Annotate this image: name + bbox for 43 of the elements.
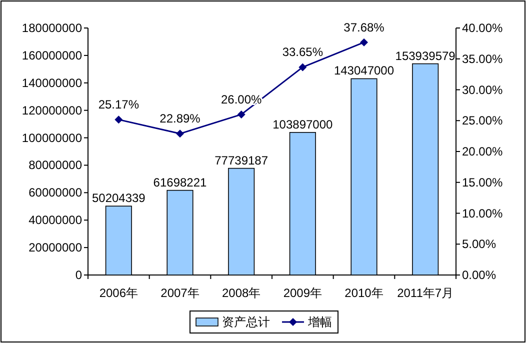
point [298,63,307,72]
data-label: 103897000 [272,117,334,132]
y2-tick-label: 30.00% [462,82,504,97]
data-label: 153939579 [395,48,456,63]
point [360,38,368,46]
x-tick-label: 2011年7月 [397,286,454,300]
data-label: 37.68% [344,20,385,34]
y2-tick-label: 0.00% [462,268,496,282]
x-tick-label: 2008年 [222,286,261,300]
y2-tick-label: 15.00% [462,175,504,190]
y2-tick-label: 35.00% [462,52,504,66]
data-label: 25.17% [98,98,140,112]
y2-tick-label: 5.00% [462,237,496,252]
y-tick-label: 80000000 [28,158,82,172]
data-label: 77739187 [214,153,268,168]
y2-tick-label: 10.00% [462,206,504,220]
point [176,130,184,138]
y-tick-label: 120000000 [22,103,82,118]
x-tick-label: 2006年 [99,286,138,300]
y-tick-label: 20000000 [28,240,82,255]
data-label: 22.89% [160,112,201,126]
y2-tick-label: 40.00% [462,21,504,35]
y-tick-label: 0 [75,268,82,282]
y2-tick-label: 25.00% [462,114,504,128]
x-tick-label: 2010年 [344,286,384,300]
legend-label: 增幅 [307,315,332,329]
y-tick-label: 180000000 [22,21,82,35]
legend-label: 资产总计 [222,315,270,329]
point [114,116,123,124]
data-label: 26.00% [220,92,262,106]
y-tick-label: 100000000 [22,130,82,145]
data-label: 61698221 [153,175,208,190]
x-tick-label: 2009年 [283,286,322,300]
y-tick-label: 160000000 [22,48,82,62]
data-label: 143047000 [334,64,394,78]
data-label: 33.65% [282,45,324,60]
data-label: 50204339 [92,191,146,206]
y-tick-label: 140000000 [22,76,82,90]
y2-tick-label: 20.00% [462,144,504,158]
y-tick-label: 60000000 [28,186,82,200]
x-tick-label: 2007年 [160,286,200,300]
point [237,110,246,118]
y-tick-label: 40000000 [28,213,82,228]
